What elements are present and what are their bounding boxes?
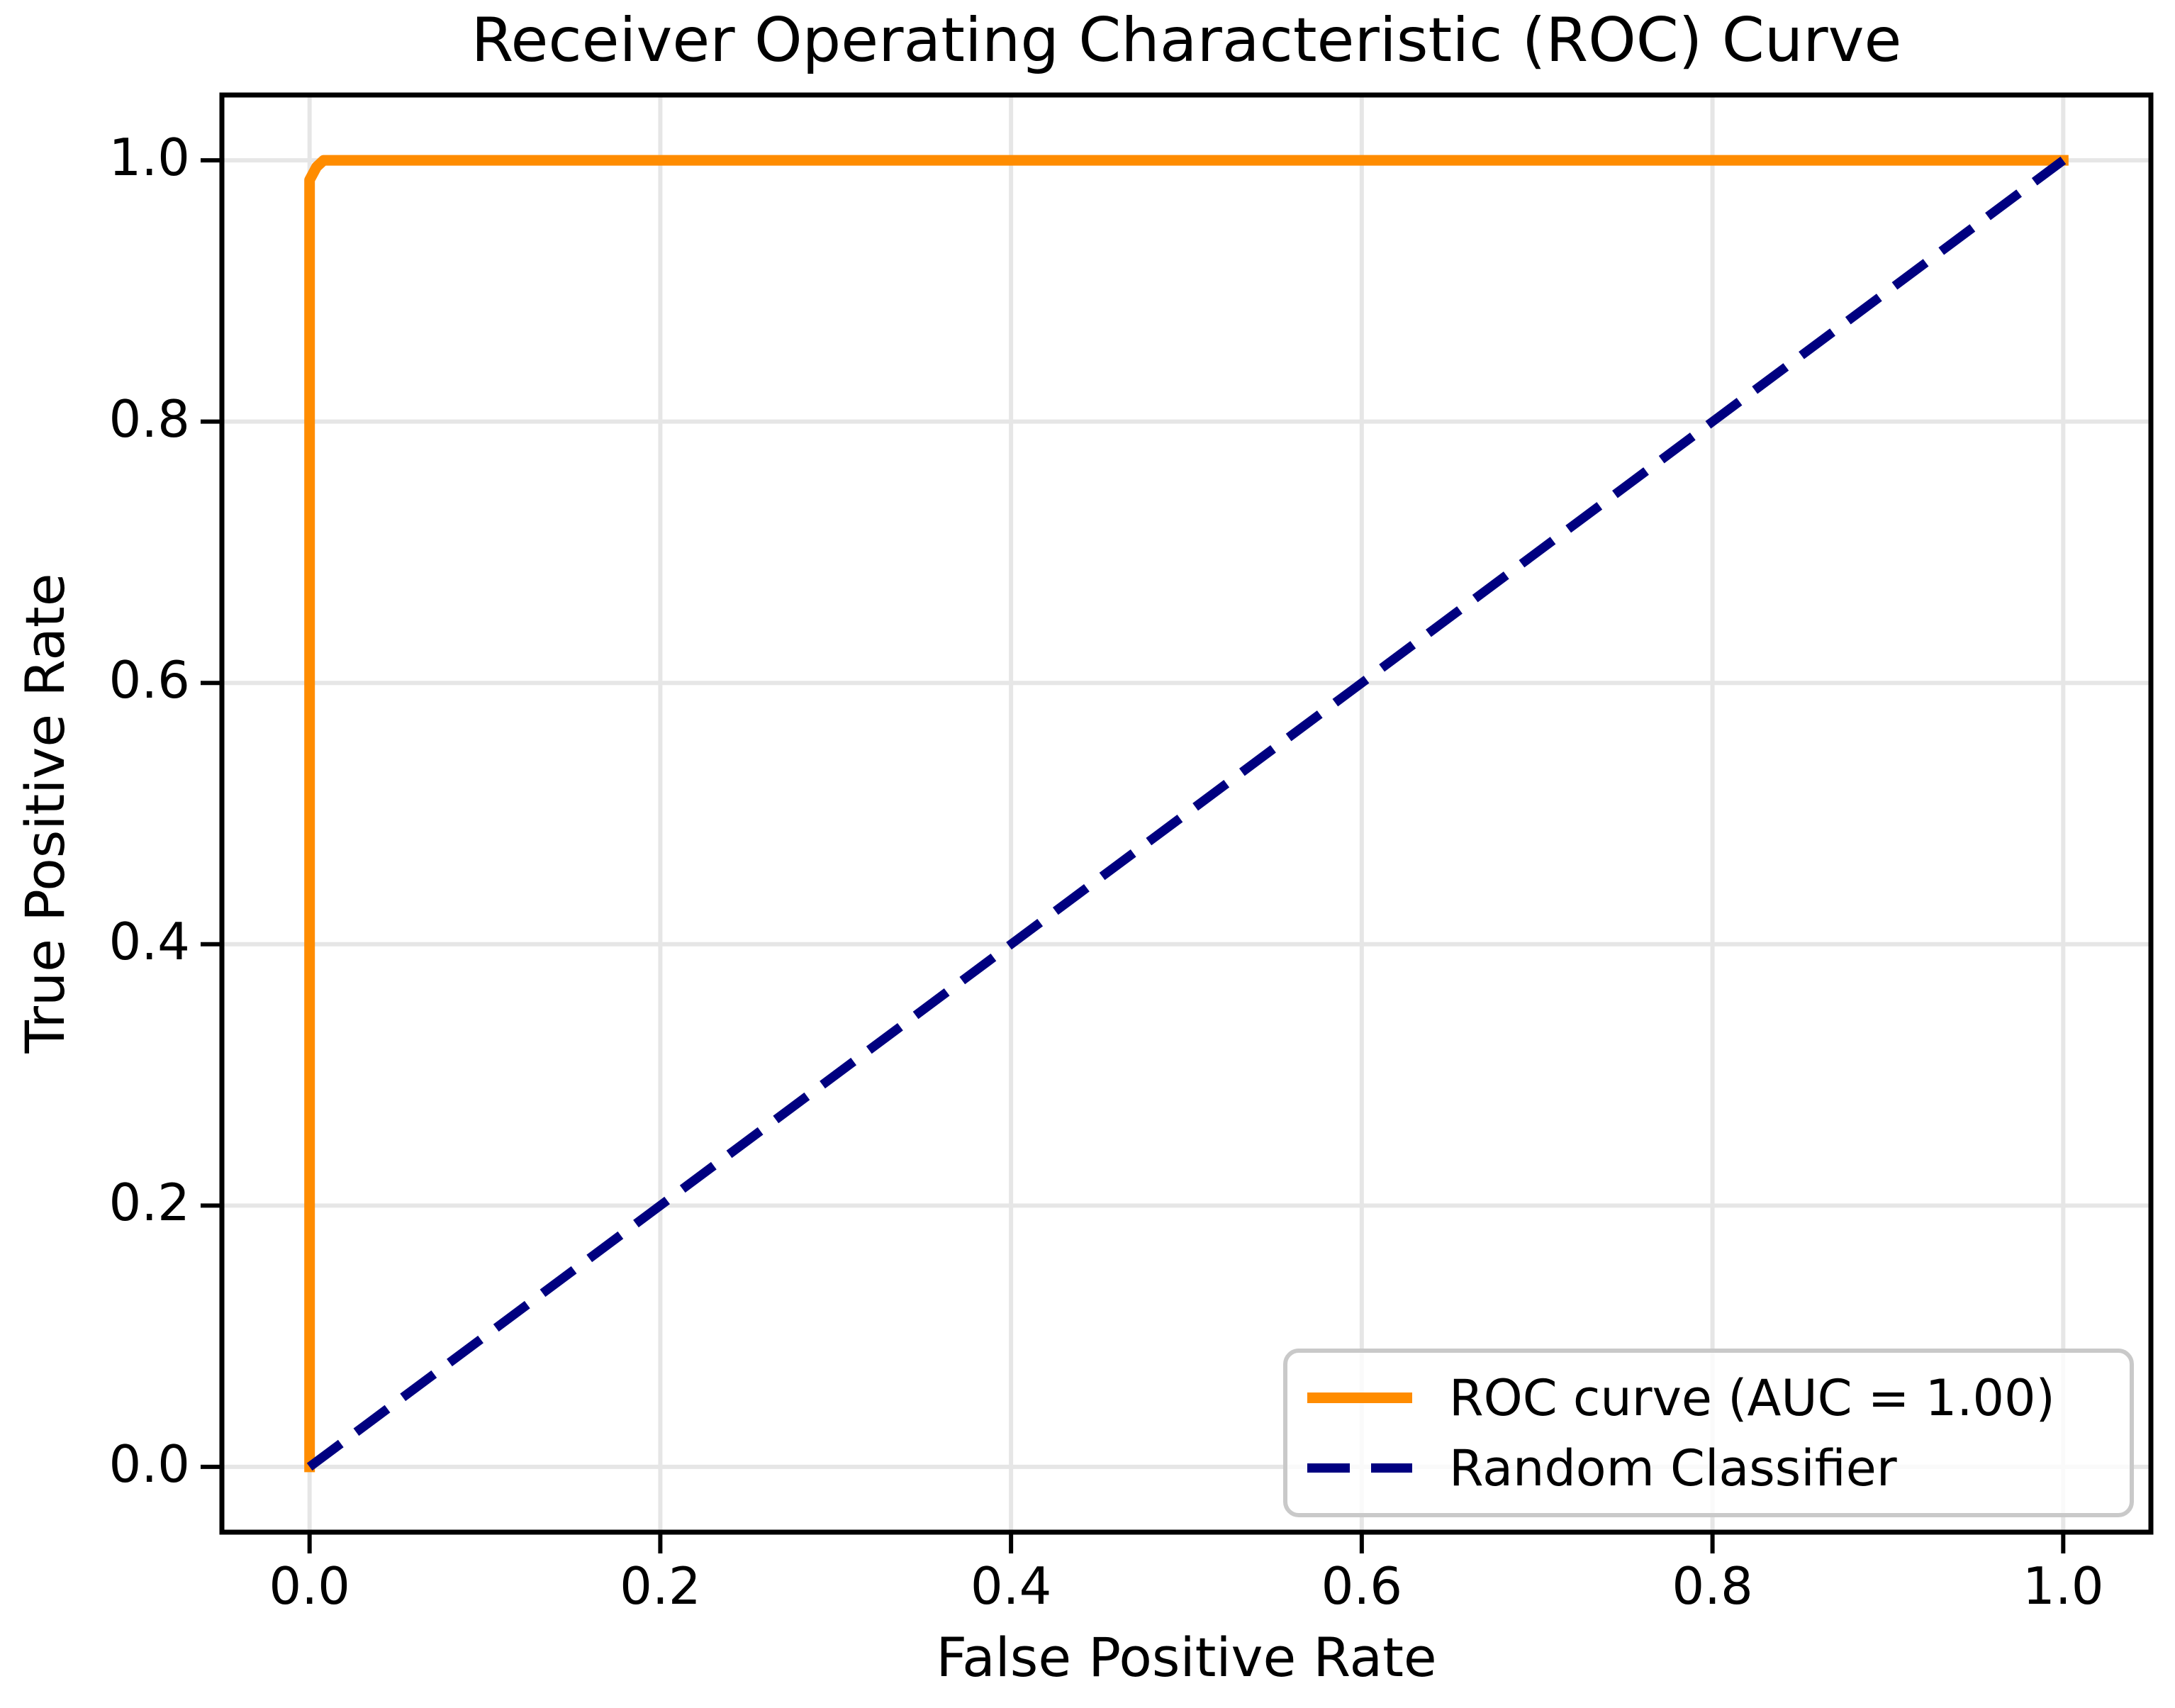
legend-item-roc-curve: ROC curve (AUC = 1.00): [1307, 1366, 2110, 1431]
legend-label-random-classifier: Random Classifier: [1449, 1439, 1897, 1497]
random-classifier-line: [306, 156, 2067, 1471]
legend-item-random-classifier: Random Classifier: [1307, 1436, 2110, 1501]
legend: ROC curve (AUC = 1.00) Random Classifier: [1283, 1349, 2134, 1517]
y-axis-label: True Positive Rate: [13, 573, 77, 1054]
random-classifier-line-swatch: [1307, 1463, 1412, 1473]
axes-spines: [219, 92, 2154, 1535]
x-axis-label: False Positive Rate: [936, 1626, 1437, 1689]
legend-label-roc-curve: ROC curve (AUC = 1.00): [1449, 1368, 2055, 1427]
chart-title: Receiver Operating Characteristic (ROC) …: [471, 5, 1902, 76]
roc-curve-line-swatch: [1307, 1392, 1412, 1403]
roc-curve-line: [304, 155, 2069, 1473]
